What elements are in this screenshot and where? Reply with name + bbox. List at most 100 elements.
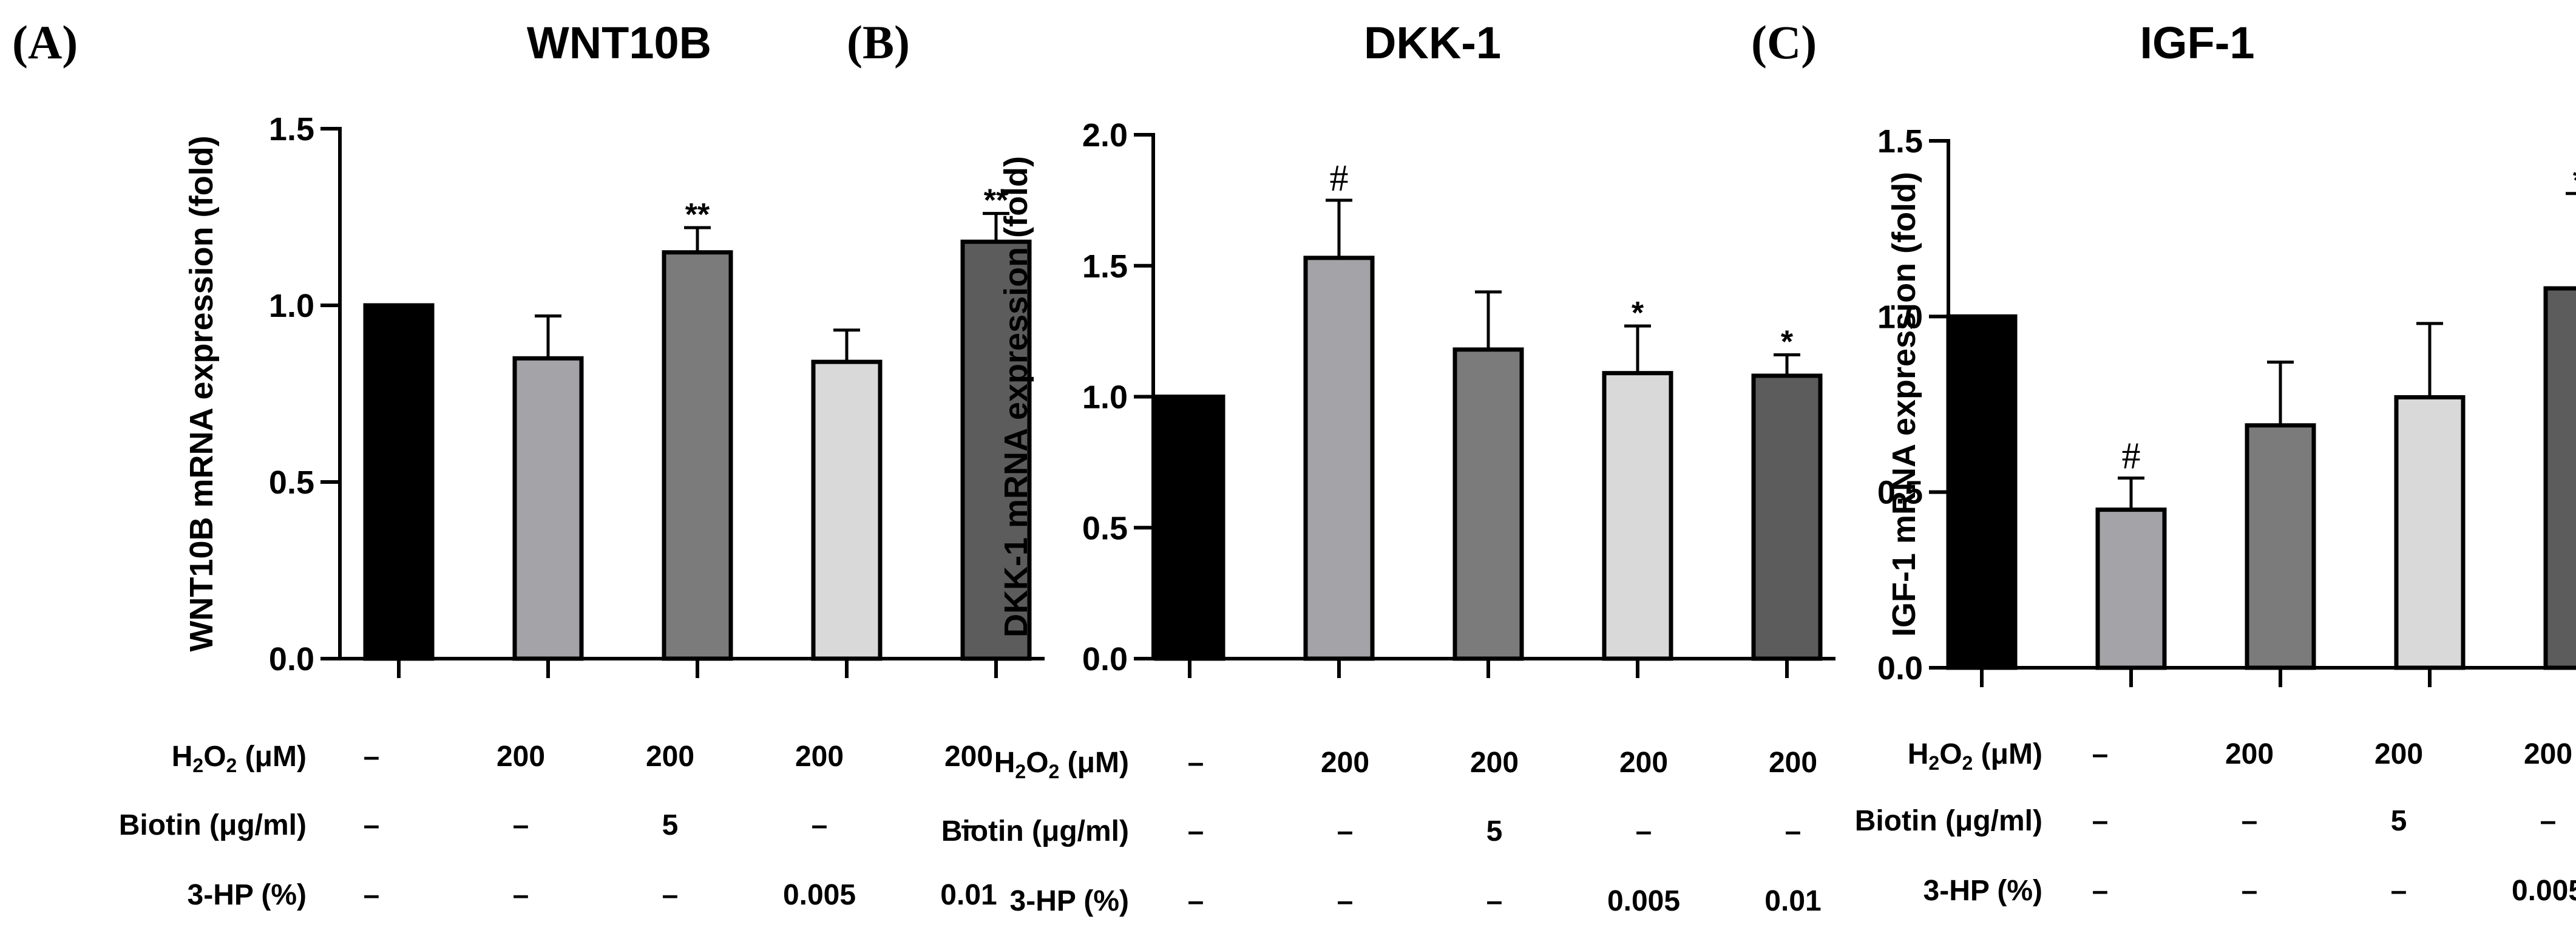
condition-value: – [1785,815,1802,847]
condition-value: – [1486,885,1503,917]
panel-letter: (B) [847,16,910,69]
bar [960,239,1032,661]
bar [2394,395,2466,670]
condition-label-part: (μM) [1973,738,2042,770]
condition-label: Biotin (μg/ml) [1855,805,2042,837]
condition-value: – [1636,815,1652,847]
condition-value: – [2242,805,2258,837]
condition-value: – [2391,875,2407,907]
bar [2245,423,2316,670]
condition-label: 3-HP (%) [188,879,307,911]
bar [512,356,584,661]
y-tick-label: 1.5 [1877,123,1923,160]
chart-panel-3: (C) IGF-1 0.0 0.5 1.0 1.5 IGF-1 mRNA expressio… [1751,16,2576,907]
condition-label-part: H [172,741,193,773]
significance-annotation: # [2122,436,2141,477]
y-tick-label: 1.5 [1082,248,1128,285]
bar [2095,507,2167,670]
chart-panel-1: (A) WNT10B 0.0 0.5 1.0 1.5 WNT10B mRNA express… [12,16,1045,911]
condition-value: – [662,879,679,911]
significance-annotation: ** [984,183,1009,219]
condition-value: 0.01 [1764,885,1821,917]
condition-value: 200 [795,741,844,773]
condition-label-part: H [994,747,1015,779]
condition-value: – [1188,747,1204,779]
bar [662,250,733,661]
y-axis-label: DKK-1 mRNA expression (fold) [998,156,1034,637]
chart-panel-2: (B) DKK-1 0.0 0.5 1.0 1.5 2.0 DKK-1 mRNA expres… [847,16,1835,917]
panel-letter: (C) [1751,16,1817,69]
condition-value: 200 [497,741,545,773]
y-tick-label: 0.0 [1082,641,1128,677]
y-axis-label: WNT10B mRNA expression (fold) [183,135,220,651]
significance-annotation: ** [685,197,710,233]
condition-value: 200 [2225,738,2274,770]
condition-label-part: (μM) [237,741,307,773]
condition-value: 200 [1321,747,1369,779]
chart-title: IGF-1 [2140,18,2254,68]
condition-value: – [2092,875,2109,907]
y-tick-label: 0.5 [1877,475,1923,511]
condition-value: 200 [1470,747,1519,779]
condition-label: H2O2 (μM) [994,747,1129,782]
condition-label: 3-HP (%) [1924,875,2042,907]
condition-label-part: O [1939,738,1962,770]
condition-value: – [1337,815,1354,847]
y-tick-label: 0.5 [1082,510,1128,546]
condition-value: – [513,879,529,911]
condition-value: – [364,741,380,773]
condition-label-part: O [203,741,226,773]
condition-value: 200 [1619,747,1668,779]
condition-value: 0.005 [2512,875,2576,907]
y-axis-label: IGF-1 mRNA expression (fold) [1886,172,1922,637]
panel-letter: (A) [12,16,78,69]
condition-value: – [2242,875,2258,907]
bar [1303,256,1375,661]
condition-label-part: O [1026,747,1048,779]
bar [811,359,883,661]
condition-label-part: H [1908,738,1929,770]
condition-value: – [961,809,977,841]
condition-value: 0.01 [940,879,997,911]
condition-value: – [1188,885,1204,917]
y-tick-label: 0.0 [1877,650,1923,687]
bar [1602,371,1673,661]
condition-value: – [2540,805,2557,837]
condition-label-part: 2 [1015,761,1026,782]
y-tick-label: 1.5 [269,111,314,148]
significance-annotation: * [1781,324,1794,359]
condition-value: – [2092,805,2109,837]
significance-annotation: * [1632,296,1644,331]
condition-label-part: (μM) [1059,747,1129,779]
condition-label-part: 2 [1049,761,1060,782]
y-tick-label: 1.0 [1082,379,1128,416]
condition-label: H2O2 (μM) [172,741,307,776]
condition-value: 200 [646,741,694,773]
condition-value: 5 [2391,805,2407,837]
condition-value: – [1337,885,1354,917]
y-tick-label: 1.0 [269,288,314,324]
condition-value: 200 [2524,738,2572,770]
condition-label: 3-HP (%) [1010,885,1129,917]
bar [363,303,435,661]
condition-label: H2O2 (μM) [1908,738,2042,774]
condition-value: 5 [662,809,679,841]
condition-value: 200 [1769,747,1817,779]
chart-title: DKK-1 [1364,18,1501,68]
y-tick-label: 2.0 [1082,117,1128,154]
condition-value: 5 [1486,815,1503,847]
significance-annotation: # [1330,158,1349,199]
y-tick-label: 1.0 [1877,299,1923,335]
condition-value: 0.005 [783,879,856,911]
significance-annotation: * [2573,163,2576,199]
condition-label: Biotin (μg/ml) [119,809,307,841]
condition-value: 200 [944,741,993,773]
bar [1751,373,1823,661]
condition-label-part: 2 [1962,752,1973,774]
condition-value: – [1188,815,1204,847]
condition-label: Biotin (μg/ml) [941,815,1129,847]
y-tick-label: 0.0 [269,641,314,677]
y-tick-label: 0.5 [269,464,314,501]
condition-label-part: 2 [226,755,237,776]
